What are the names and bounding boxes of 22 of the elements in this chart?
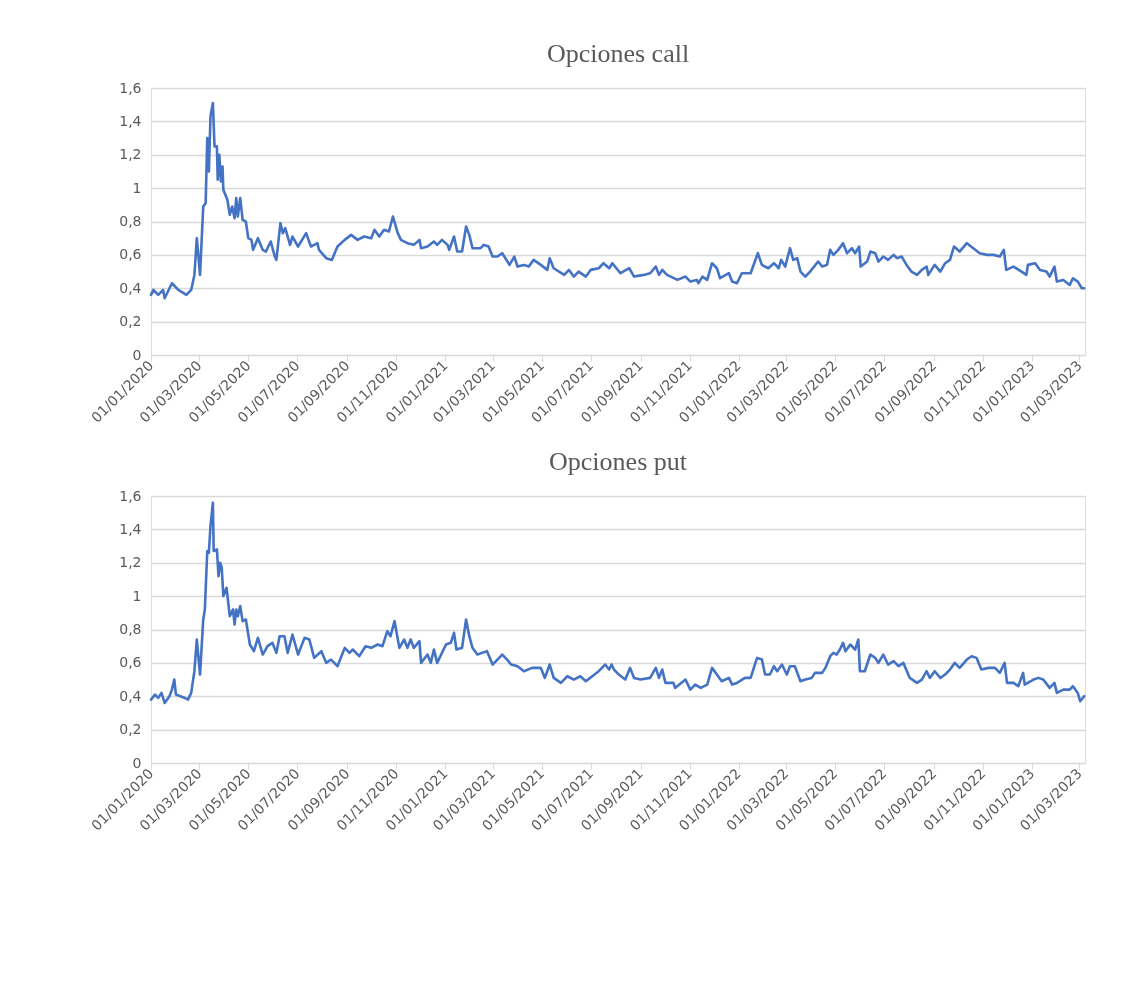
- line-series: [149, 101, 1086, 300]
- y-tick-label: 0: [132, 754, 142, 771]
- y-tick-label: 0,8: [119, 621, 142, 637]
- y-tick-label: 1,2: [119, 554, 142, 571]
- y-tick-label: 1,4: [119, 520, 142, 537]
- y-tick-label: 1: [132, 179, 142, 196]
- y-tick-label: 0,4: [119, 279, 142, 296]
- chart-title: Opciones call: [546, 39, 690, 68]
- y-tick-label: 0,6: [119, 654, 142, 671]
- y-tick-label: 1,2: [119, 146, 142, 163]
- y-tick-label: 0,6: [119, 246, 142, 263]
- y-tick-label: 0: [132, 346, 142, 363]
- y-tick-label: 0,4: [119, 687, 142, 704]
- y-tick-label: 0,2: [119, 313, 142, 330]
- y-tick-label: 0,8: [119, 213, 142, 229]
- y-tick-label: 0,2: [119, 721, 142, 738]
- y-tick-label: 1: [132, 587, 142, 604]
- line-series: [149, 501, 1086, 705]
- chart-title: Opciones put: [549, 447, 688, 476]
- y-tick-label: 1,6: [119, 487, 142, 504]
- y-tick-label: 1,4: [119, 112, 142, 129]
- y-tick-label: 1,6: [119, 79, 142, 96]
